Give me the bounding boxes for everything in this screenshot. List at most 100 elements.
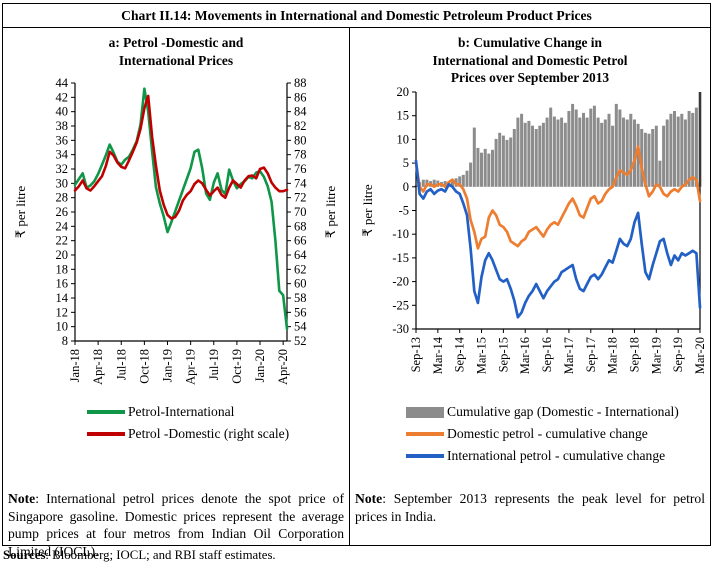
panel-a-domestic-international-prices: a: Petrol -Domestic and International Pr… [3,28,350,559]
svg-text:66: 66 [294,234,307,248]
svg-text:10: 10 [56,320,69,334]
svg-text:42: 42 [56,91,69,105]
petrol-international-line-swatch [87,410,125,415]
svg-text:8: 8 [62,334,68,348]
panel-b-cumulative-change: b: Cumulative Change in International an… [350,28,710,545]
svg-text:Apr-18: Apr-18 [91,349,105,385]
note-text: : International petrol prices denote the… [8,491,344,560]
svg-text:56: 56 [294,306,307,320]
svg-text:₹ per litre: ₹ per litre [360,184,375,237]
svg-text:Jan-20: Jan-20 [253,349,267,382]
svg-text:Sep-19: Sep-19 [671,337,685,372]
svg-text:62: 62 [294,263,307,277]
svg-text:44: 44 [56,76,69,90]
svg-text:30: 30 [56,177,69,191]
svg-text:Sep-13: Sep-13 [409,337,423,372]
svg-text:Mar-20: Mar-20 [693,337,707,374]
svg-text:Apr-20: Apr-20 [276,349,290,385]
svg-text:82: 82 [294,119,307,133]
svg-text:54: 54 [294,320,307,334]
note-text: : September 2013 represents the peak lev… [355,491,705,524]
legend-label: Petrol -Domestic (right scale) [128,426,290,442]
svg-text:-5: -5 [399,204,409,218]
legend-item-domestic-cumulative: Domestic petrol - cumulative change [406,423,710,445]
svg-text:74: 74 [294,177,307,191]
svg-text:Sep-16: Sep-16 [540,337,554,372]
svg-text:52: 52 [294,334,307,348]
svg-text:72: 72 [294,191,307,205]
legend-item-petrol-domestic: Petrol -Domestic (right scale) [87,423,349,445]
svg-text:-25: -25 [392,298,409,312]
svg-text:34: 34 [56,148,69,162]
international-cumulative-line-swatch [406,454,444,459]
note-label: Note [8,491,36,506]
svg-text:Mar-14: Mar-14 [431,336,445,374]
svg-text:10: 10 [397,132,410,146]
legend-item-petrol-international: Petrol-International [87,401,349,423]
svg-text:40: 40 [56,105,69,119]
petrol-prices-line-chart: 8101214161820222426283032343638404244525… [13,76,338,385]
svg-text:70: 70 [294,205,307,219]
svg-text:Mar-19: Mar-19 [649,337,663,374]
svg-text:24: 24 [56,220,69,234]
svg-text:₹ per litre: ₹ per litre [323,186,338,239]
panel-b-note: Note: September 2013 represents the peak… [355,490,705,525]
svg-text:36: 36 [56,134,69,148]
svg-text:76: 76 [294,162,307,176]
svg-text:Mar-17: Mar-17 [562,337,576,374]
panel-a-note: Note: International petrol prices denote… [8,490,344,561]
legend-label: Domestic petrol - cumulative change [447,426,648,442]
svg-text:-10: -10 [392,227,409,241]
svg-text:64: 64 [294,248,307,262]
svg-text:Jul-18: Jul-18 [114,349,128,380]
svg-text:-15: -15 [392,251,409,265]
svg-text:Sep-17: Sep-17 [584,337,598,372]
svg-text:80: 80 [294,134,307,148]
svg-text:15: 15 [397,109,410,123]
sources-label: Sources [3,548,46,562]
svg-text:Sep-14: Sep-14 [453,336,467,372]
svg-text:Sep-18: Sep-18 [627,337,641,372]
svg-text:-30: -30 [392,322,409,336]
legend-label: Cumulative gap (Domestic - International… [447,404,679,420]
panels-row: a: Petrol -Domestic and International Pr… [3,28,710,559]
legend-label: Petrol-International [128,404,235,420]
cumulative-gap-bar-swatch [406,406,444,418]
legend-item-cumulative-gap: Cumulative gap (Domestic - International… [406,401,710,423]
svg-text:14: 14 [56,291,69,305]
svg-text:20: 20 [56,248,69,262]
note-label: Note [355,491,383,506]
legend-item-international-cumulative: International petrol - cumulative change [406,445,710,467]
svg-text:Apr-19: Apr-19 [184,349,198,385]
cumulative-change-bar-line-chart: -30 -25 -20 -15 -10 -5 0 5 10 15 20 Sep-13 Mar-14 Sep… [360,87,707,374]
svg-text:₹ per litre: ₹ per litre [13,186,28,239]
svg-text:Sep-15: Sep-15 [496,337,510,372]
panel-a-legend: Petrol-International Petrol -Domestic (r… [3,401,349,445]
svg-text:16: 16 [56,277,69,291]
sources-line: Sources: Bloomberg; IOCL; and RBI staff … [3,548,276,563]
svg-text:Mar-16: Mar-16 [518,337,532,374]
svg-text:Jan-19: Jan-19 [161,349,175,382]
svg-text:5: 5 [403,156,409,170]
svg-text:68: 68 [294,220,307,234]
panel-b-title: b: Cumulative Change in International an… [432,35,628,86]
svg-text:Jan-18: Jan-18 [68,349,82,382]
svg-text:60: 60 [294,277,307,291]
figure-title: Chart II.14: Movements in International … [121,7,592,23]
domestic-cumulative-line-swatch [406,432,444,437]
panel-b-legend: Cumulative gap (Domestic - International… [350,401,710,467]
figure-border-box: Chart II.14: Movements in International … [2,3,711,559]
svg-text:12: 12 [56,306,69,320]
svg-text:Oct-19: Oct-19 [230,349,244,384]
svg-text:38: 38 [56,119,69,133]
svg-text:84: 84 [294,105,307,119]
sources-text: : Bloomberg; IOCL; and RBI staff estimat… [45,548,276,562]
svg-text:-20: -20 [392,275,409,289]
svg-text:22: 22 [56,234,69,248]
svg-text:78: 78 [294,148,307,162]
svg-text:Jul-19: Jul-19 [207,349,221,380]
panel-a-title: a: Petrol -Domestic and International Pr… [108,35,244,68]
svg-text:58: 58 [294,291,307,305]
petrol-domestic-line-swatch [87,432,125,437]
